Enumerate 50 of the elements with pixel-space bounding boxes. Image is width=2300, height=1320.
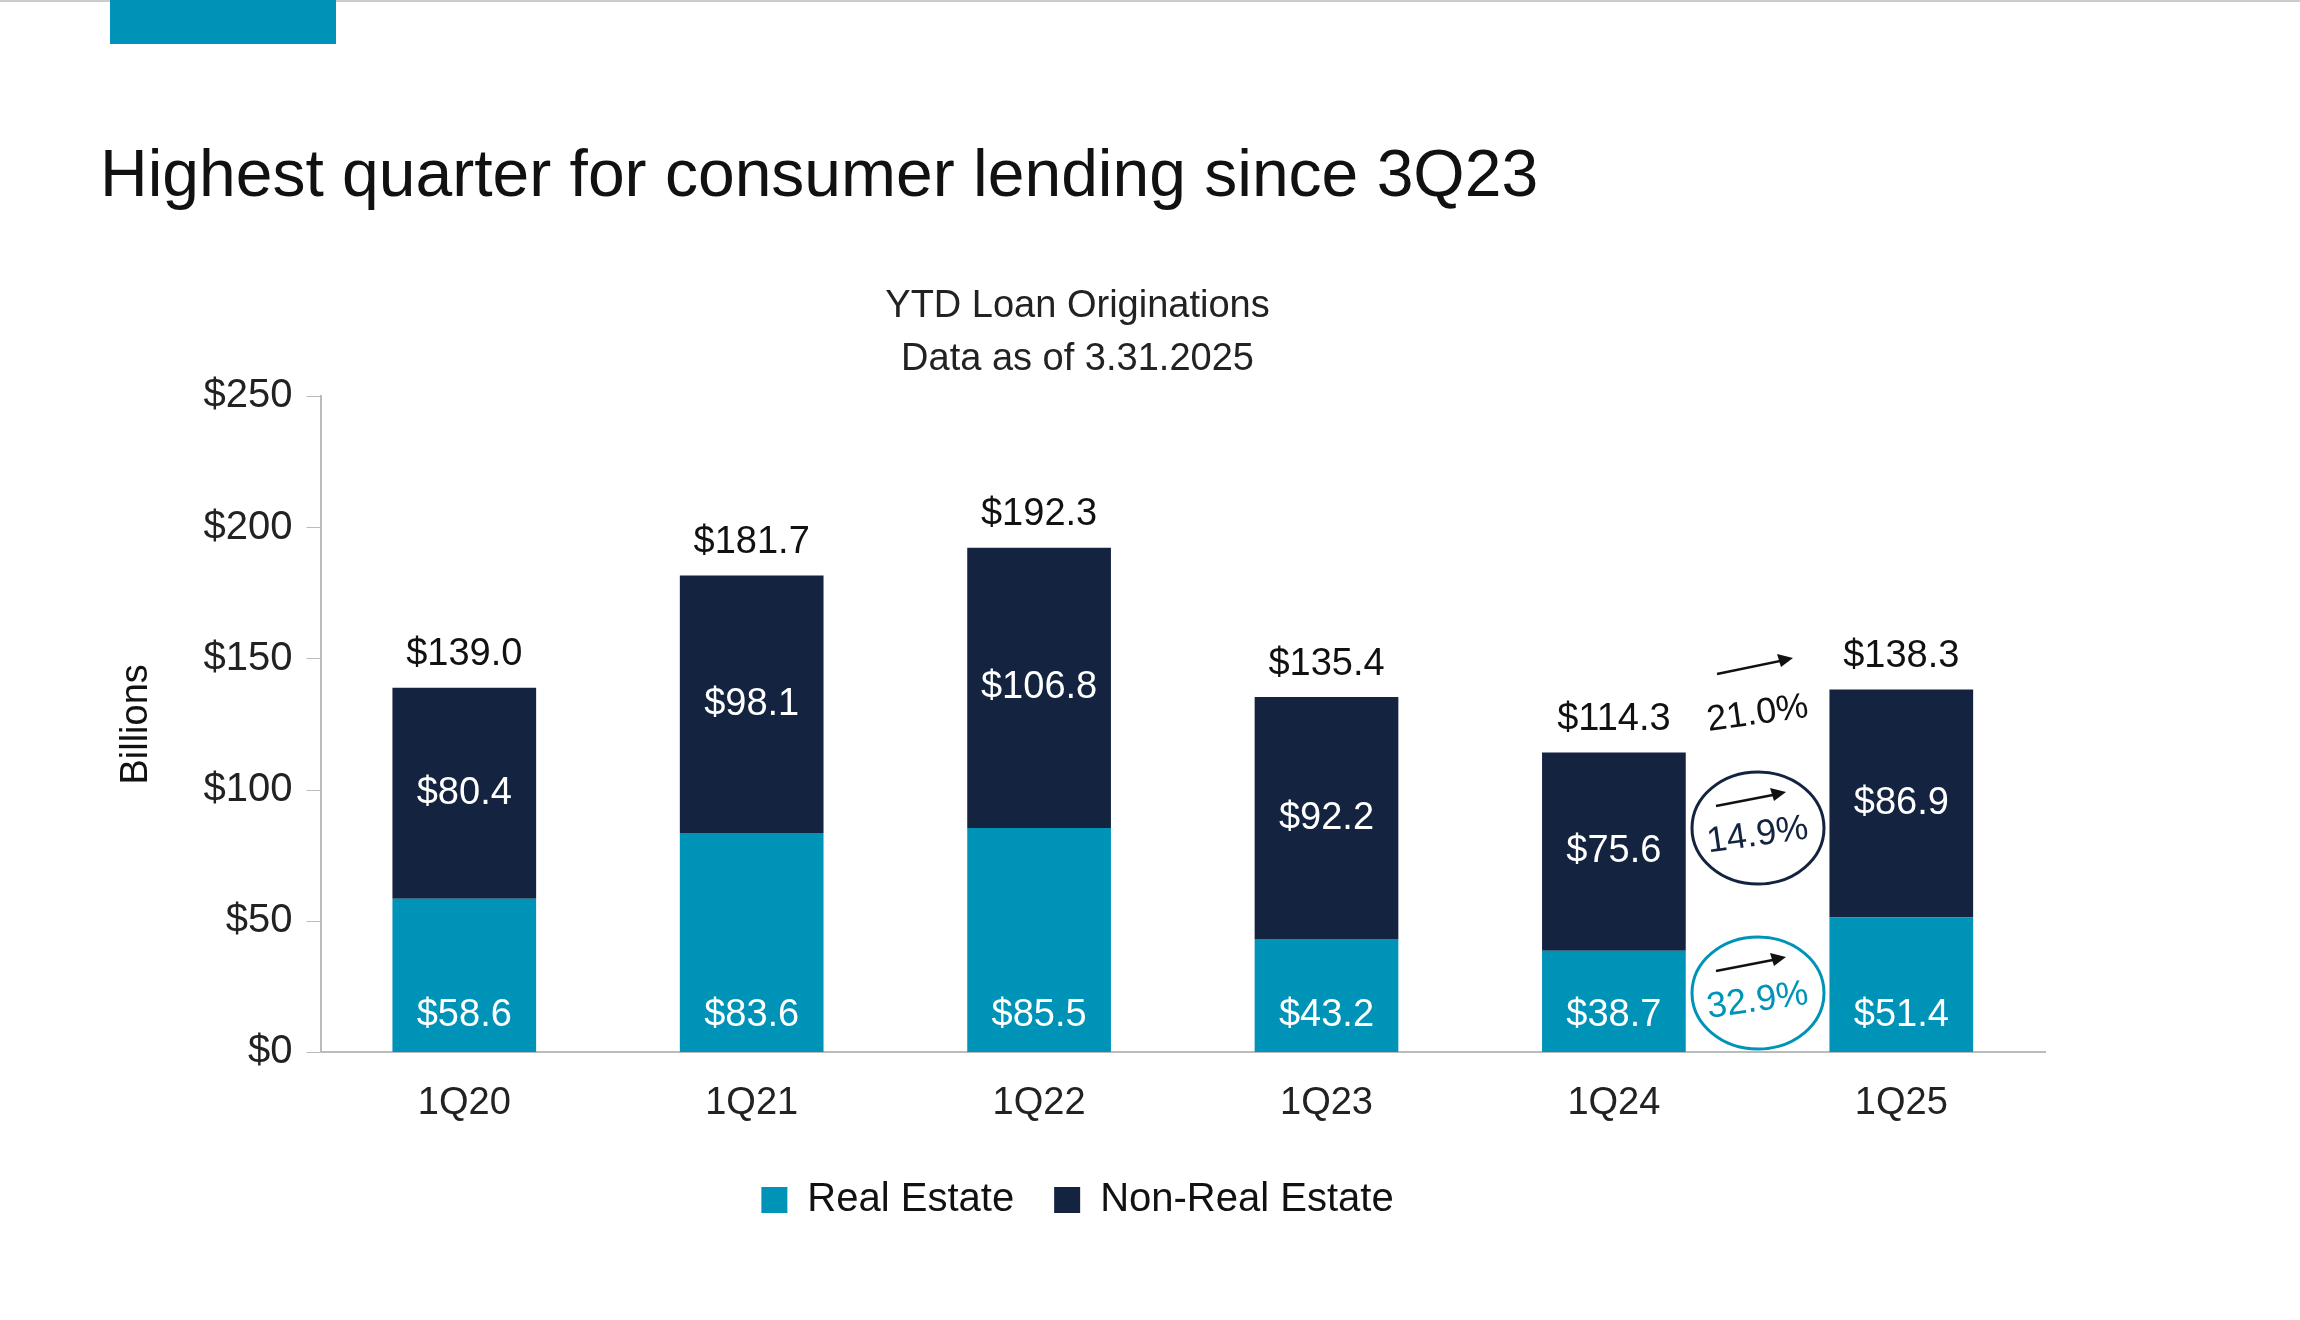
bar xyxy=(1542,752,1686,951)
data-label: $98.1 xyxy=(704,680,800,723)
legend-label: Non-Real Estate xyxy=(1100,1175,1394,1220)
annotation: 14.9% xyxy=(1703,805,1811,861)
x-tick-label: 1Q25 xyxy=(1854,1079,1948,1122)
bar xyxy=(967,547,1111,829)
legend-label: Real Estate xyxy=(807,1175,1015,1220)
data-label: $75.6 xyxy=(1566,828,1662,871)
total-label: $138.3 xyxy=(1843,632,1960,675)
data-label: $86.9 xyxy=(1853,780,1949,822)
y-tick-label: $250 xyxy=(203,371,293,416)
data-label: $58.6 xyxy=(416,992,512,1035)
total-label: $114.3 xyxy=(1557,695,1671,738)
data-label: $80.4 xyxy=(416,769,512,812)
x-tick-label: 1Q24 xyxy=(1567,1079,1661,1122)
bar xyxy=(1829,917,1974,1052)
y-axis-title: Billions xyxy=(113,664,156,785)
data-label: $106.8 xyxy=(980,664,1098,707)
total-label: $181.7 xyxy=(693,519,810,562)
data-label: $85.5 xyxy=(991,992,1087,1035)
data-label: $51.4 xyxy=(1853,992,1949,1035)
data-label: $38.7 xyxy=(1566,992,1662,1035)
x-tick-label: 1Q22 xyxy=(992,1079,1086,1122)
bar xyxy=(679,575,824,834)
total-label: $135.4 xyxy=(1268,640,1385,683)
total-label: $139.0 xyxy=(406,631,523,674)
y-tick-label: $0 xyxy=(248,1027,293,1072)
annotation: 21.0% xyxy=(1703,684,1811,739)
y-tick-label: $200 xyxy=(203,502,293,547)
bar xyxy=(967,828,1111,1052)
y-tick-label: $150 xyxy=(203,633,293,678)
total-label: $192.3 xyxy=(980,491,1098,534)
bar xyxy=(392,687,537,899)
data-label: $83.6 xyxy=(704,992,800,1035)
bar xyxy=(1254,939,1399,1052)
chart-subtitle: YTD Loan Originations Data as of 3.31.2025 xyxy=(885,283,1270,379)
x-tick-label: 1Q20 xyxy=(417,1079,511,1122)
chart-title: Highest quarter for consumer lending since 3Q23 xyxy=(100,135,1539,211)
y-tick-label: $50 xyxy=(225,896,293,941)
bar xyxy=(1254,697,1399,940)
bar xyxy=(1829,689,1974,918)
y-tick-label: $100 xyxy=(203,765,293,810)
x-tick-label: 1Q21 xyxy=(705,1079,799,1122)
bar xyxy=(392,898,537,1052)
data-label: $43.2 xyxy=(1278,992,1375,1035)
bar xyxy=(1542,950,1686,1052)
x-tick-label: 1Q23 xyxy=(1280,1079,1373,1122)
annotation: 32.9% xyxy=(1703,971,1811,1026)
bar xyxy=(679,833,824,1052)
data-label: $92.2 xyxy=(1278,794,1375,837)
